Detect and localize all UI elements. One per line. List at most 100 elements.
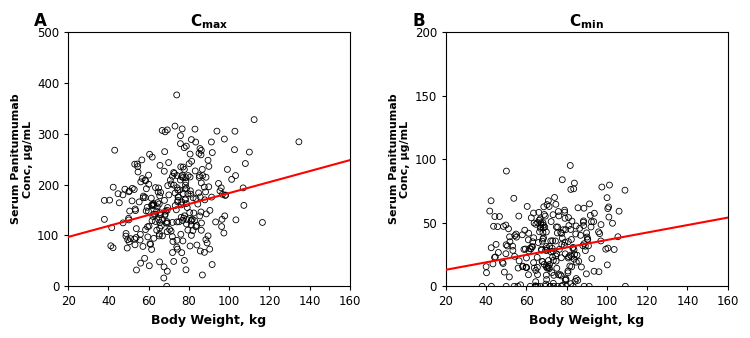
- Point: [530, 222, 542, 227]
- Point: [161, 127, 173, 132]
- Point: [499, 269, 511, 275]
- Point: [162, 205, 174, 210]
- Point: [163, 192, 175, 198]
- Point: [559, 240, 571, 245]
- Point: [165, 181, 177, 187]
- Point: [200, 211, 212, 217]
- Point: [170, 207, 182, 213]
- Text: A: A: [34, 11, 47, 30]
- Point: [188, 210, 200, 216]
- Point: [565, 187, 577, 192]
- Point: [167, 239, 179, 244]
- Point: [523, 272, 535, 277]
- Point: [142, 209, 154, 214]
- Point: [550, 224, 562, 230]
- Point: [542, 265, 554, 271]
- Point: [179, 186, 191, 192]
- Point: [600, 246, 612, 252]
- Point: [489, 254, 501, 260]
- Point: [556, 242, 568, 247]
- X-axis label: Body Weight, kg: Body Weight, kg: [152, 314, 266, 327]
- Point: [500, 284, 512, 289]
- Point: [172, 187, 184, 193]
- Point: [170, 203, 182, 208]
- Point: [559, 216, 571, 221]
- Point: [518, 247, 530, 252]
- Point: [146, 195, 158, 201]
- Point: [497, 224, 509, 229]
- Point: [503, 274, 515, 280]
- Point: [160, 209, 172, 214]
- Point: [521, 204, 533, 209]
- Point: [520, 255, 532, 261]
- Point: [140, 186, 152, 191]
- Point: [145, 242, 157, 247]
- Point: [580, 271, 592, 276]
- Point: [168, 259, 180, 264]
- Point: [557, 227, 569, 232]
- Point: [179, 183, 191, 188]
- Point: [154, 163, 166, 168]
- Point: [185, 218, 197, 224]
- Point: [538, 262, 550, 267]
- Point: [156, 128, 168, 133]
- Point: [184, 151, 196, 157]
- Point: [578, 223, 590, 228]
- Point: [594, 231, 606, 236]
- Point: [130, 226, 142, 231]
- Point: [194, 175, 206, 180]
- Point: [488, 255, 500, 260]
- Point: [237, 185, 249, 191]
- Point: [537, 225, 549, 231]
- Point: [161, 268, 173, 274]
- Point: [535, 224, 547, 230]
- Point: [182, 227, 194, 233]
- Point: [532, 220, 544, 225]
- Point: [132, 164, 144, 169]
- Point: [177, 238, 189, 244]
- Point: [562, 268, 574, 274]
- Point: [166, 173, 178, 179]
- Point: [221, 167, 233, 172]
- Point: [130, 235, 142, 240]
- Point: [560, 227, 572, 232]
- Point: [526, 244, 538, 249]
- Point: [551, 230, 563, 236]
- Point: [547, 238, 559, 243]
- Point: [541, 277, 553, 282]
- Point: [130, 267, 142, 273]
- Point: [532, 240, 544, 245]
- Point: [175, 164, 187, 170]
- Point: [528, 235, 540, 240]
- Point: [119, 187, 131, 192]
- Point: [537, 230, 549, 235]
- Point: [148, 236, 160, 241]
- Point: [550, 238, 562, 244]
- Point: [180, 201, 192, 206]
- Point: [481, 270, 493, 275]
- Point: [596, 184, 608, 190]
- Point: [143, 263, 155, 268]
- Point: [493, 250, 505, 255]
- Point: [584, 201, 596, 207]
- Point: [129, 236, 141, 242]
- Point: [571, 252, 583, 258]
- Point: [98, 217, 110, 222]
- Point: [540, 264, 552, 270]
- Point: [578, 218, 590, 224]
- Point: [182, 205, 194, 210]
- Point: [532, 272, 544, 277]
- Point: [142, 234, 154, 240]
- Point: [134, 232, 146, 237]
- Point: [586, 219, 598, 224]
- Point: [220, 192, 232, 198]
- Point: [547, 212, 559, 217]
- Point: [570, 231, 582, 237]
- Point: [512, 265, 524, 271]
- Point: [134, 261, 146, 266]
- Point: [171, 238, 183, 243]
- Point: [608, 247, 620, 252]
- Point: [128, 187, 140, 192]
- Point: [157, 217, 169, 222]
- Title: $\mathbf{C}_{\mathbf{min}}$: $\mathbf{C}_{\mathbf{min}}$: [569, 13, 604, 31]
